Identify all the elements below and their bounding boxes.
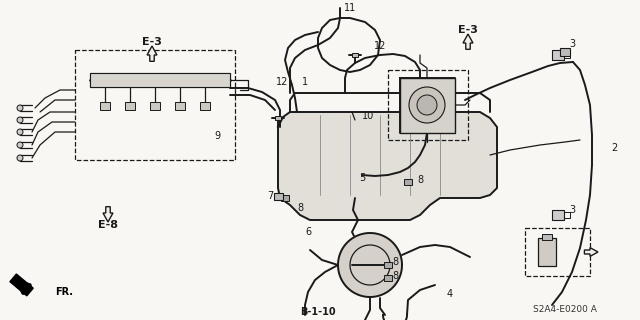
Bar <box>400 78 455 133</box>
Polygon shape <box>584 248 598 256</box>
Text: 8: 8 <box>392 257 398 267</box>
Text: E-3: E-3 <box>458 25 478 35</box>
Text: 3: 3 <box>569 205 575 215</box>
Polygon shape <box>10 274 33 296</box>
Text: 5: 5 <box>359 173 365 183</box>
Bar <box>388 70 468 140</box>
Bar <box>125 102 135 110</box>
Text: 8: 8 <box>392 271 398 281</box>
Text: 6: 6 <box>305 227 311 237</box>
Text: FR.: FR. <box>55 287 73 297</box>
Text: 1: 1 <box>302 77 308 87</box>
Text: E-8: E-8 <box>98 220 118 230</box>
Bar <box>525 228 590 276</box>
Text: 8: 8 <box>417 175 423 185</box>
Text: 10: 10 <box>362 111 374 121</box>
Bar <box>200 102 210 110</box>
Text: 4: 4 <box>447 289 453 299</box>
Bar <box>552 210 564 220</box>
Circle shape <box>17 142 23 148</box>
Bar <box>100 102 110 110</box>
Text: 12: 12 <box>276 77 288 87</box>
Bar <box>404 179 412 185</box>
Polygon shape <box>278 112 497 220</box>
Circle shape <box>409 87 445 123</box>
Polygon shape <box>103 207 113 222</box>
Bar <box>538 238 556 266</box>
Bar <box>384 275 392 281</box>
Text: 2: 2 <box>611 143 617 153</box>
Bar <box>175 102 185 110</box>
Circle shape <box>417 95 437 115</box>
Bar <box>274 193 283 200</box>
Text: 3: 3 <box>569 39 575 49</box>
Text: 8: 8 <box>297 203 303 213</box>
Text: 7: 7 <box>267 191 273 201</box>
Bar <box>560 48 570 56</box>
Bar <box>542 234 552 240</box>
Bar <box>352 53 358 57</box>
Text: 9: 9 <box>214 131 220 141</box>
Bar <box>150 102 160 110</box>
Bar <box>75 50 235 160</box>
Text: 10: 10 <box>416 125 428 135</box>
Circle shape <box>17 105 23 111</box>
Circle shape <box>17 129 23 135</box>
Text: 12: 12 <box>374 41 386 51</box>
Text: S2A4-E0200 A: S2A4-E0200 A <box>533 306 597 315</box>
Text: E-3: E-3 <box>142 37 162 47</box>
Polygon shape <box>463 34 473 49</box>
Polygon shape <box>338 233 402 297</box>
Circle shape <box>17 117 23 123</box>
Bar <box>281 195 289 201</box>
Polygon shape <box>147 46 157 61</box>
Bar <box>90 73 230 87</box>
Bar <box>275 116 281 120</box>
Bar <box>384 262 392 268</box>
Text: 11: 11 <box>344 3 356 13</box>
Text: B-1-10: B-1-10 <box>300 307 336 317</box>
Bar <box>552 50 564 60</box>
Circle shape <box>17 155 23 161</box>
